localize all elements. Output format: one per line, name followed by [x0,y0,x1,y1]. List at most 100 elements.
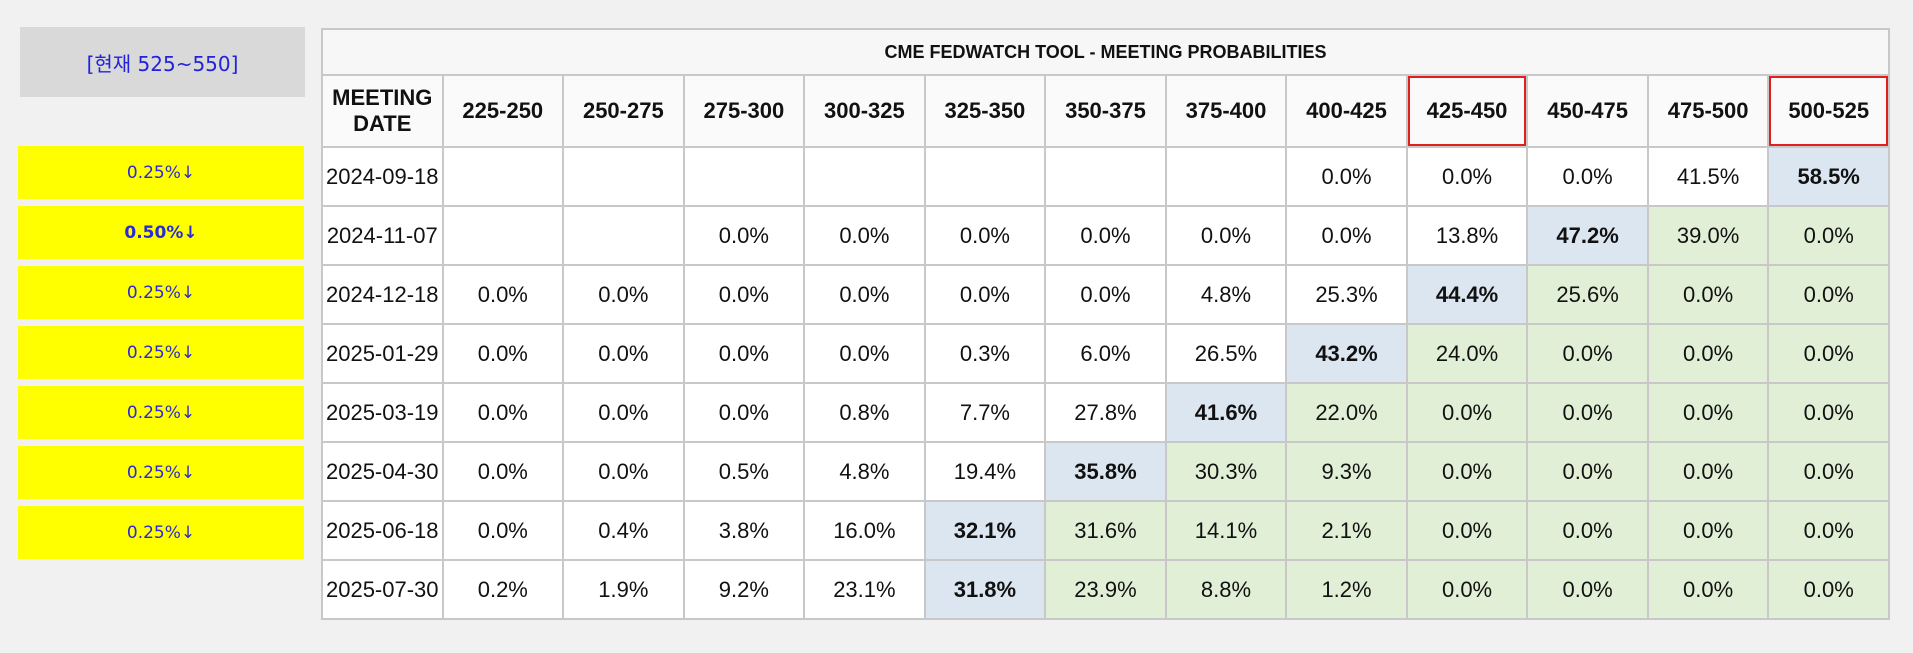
probability-cell: 0.0% [562,264,685,325]
probability-cell: 16.0% [803,500,926,561]
probability-cell: 8.8% [1164,559,1288,620]
probability-cell: 26.5% [1164,323,1288,384]
rate-change-item: 0.25%↓ [18,326,304,379]
probability-cell: 0.0% [803,205,926,266]
probability-cell [441,205,565,266]
probability-cell: 0.0% [1526,559,1649,620]
probability-cell: 19.4% [923,441,1047,502]
rate-change-item: 0.25%↓ [18,506,304,559]
probability-cell: 0.0% [1646,264,1770,325]
probability-cell: 0.0% [923,205,1047,266]
probability-cell: 47.2% [1526,205,1649,266]
probability-cell: 30.3% [1164,441,1288,502]
current-rate-label: [현재 525~550] [20,27,305,97]
table-row: 2024-12-18 0.0% 0.0% 0.0% 0.0% 0.0% 0.0% 4.8% 25… [321,264,1890,325]
probability-cell: 0.0% [1646,559,1770,620]
probability-cell: 0.0% [803,264,926,325]
probability-cell: 0.0% [1405,500,1529,561]
probability-cell: 0.0% [1646,500,1770,561]
meeting-date-cell: 2025-01-29 [321,323,444,384]
probability-cell: 31.6% [1044,500,1167,561]
probability-cell: 23.1% [803,559,926,620]
table-row: 2025-03-19 0.0% 0.0% 0.0% 0.8% 7.7% 27.8% 41.6%… [321,382,1890,443]
probability-cell: 44.4% [1405,264,1529,325]
probability-cell: 0.0% [441,500,565,561]
rate-change-column: 0.25%↓ 0.50%↓ 0.25%↓ 0.25%↓ 0.25%↓ 0.25%↓ 0.25… [18,146,304,566]
rate-change-item: 0.25%↓ [18,266,304,319]
meeting-date-cell: 2024-12-18 [321,264,444,325]
probability-cell: 31.8% [923,559,1047,620]
probability-cell: 24.0% [1405,323,1529,384]
probability-cell: 0.0% [1285,146,1408,207]
table-row: 2025-01-29 0.0% 0.0% 0.0% 0.0% 0.3% 6.0% 26.5% 4… [321,323,1890,384]
probability-cell: 0.4% [562,500,685,561]
probability-cell: 0.0% [562,441,685,502]
probability-cell: 0.2% [441,559,565,620]
rate-change-item: 0.25%↓ [18,446,304,499]
probability-cell: 13.8% [1405,205,1529,266]
range-header: 350-375 [1044,74,1167,148]
range-header: 250-275 [562,74,685,148]
range-header: 325-350 [923,74,1047,148]
probability-cell: 0.0% [682,205,806,266]
range-header: 225-250 [441,74,565,148]
range-header: 425-450 [1405,74,1529,148]
probability-cell: 25.6% [1526,264,1649,325]
probability-cell: 22.0% [1285,382,1408,443]
probability-cell: 1.2% [1285,559,1408,620]
range-header: 450-475 [1526,74,1649,148]
range-header: 400-425 [1285,74,1408,148]
range-header: 375-400 [1164,74,1288,148]
probability-cell [562,146,685,207]
meeting-date-header: MEETING DATE [321,74,444,148]
probability-cell: 0.0% [1526,500,1649,561]
probability-cell: 0.0% [441,264,565,325]
probability-cell: 0.0% [1405,441,1529,502]
probability-cell: 25.3% [1285,264,1408,325]
meeting-date-cell: 2024-11-07 [321,205,444,266]
table-row: 2025-06-18 0.0% 0.4% 3.8% 16.0% 32.1% 31.6% 14.… [321,500,1890,561]
probability-cell: 0.0% [1526,146,1649,207]
probability-cell: 0.0% [1526,441,1649,502]
range-header: 500-525 [1767,74,1890,148]
probability-cell: 0.0% [682,382,806,443]
table-row: 2024-11-07 0.0% 0.0% 0.0% 0.0% 0.0% 0.0% 13.8% 4… [321,205,1890,266]
probability-cell: 0.0% [682,264,806,325]
probability-cell: 0.0% [1164,205,1288,266]
probability-cell: 0.0% [1405,559,1529,620]
probability-cell [1044,146,1167,207]
probability-cell: 0.0% [1767,441,1890,502]
probability-cell: 0.5% [682,441,806,502]
probability-cell: 0.0% [1526,382,1649,443]
probability-cell [803,146,926,207]
rate-change-item: 0.50%↓ [18,206,304,259]
probability-cell: 0.0% [1044,264,1167,325]
probability-cell [682,146,806,207]
probability-cell: 9.2% [682,559,806,620]
probability-cell: 0.0% [562,323,685,384]
probability-cell: 23.9% [1044,559,1167,620]
probability-cell: 58.5% [1767,146,1890,207]
probability-cell: 6.0% [1044,323,1167,384]
probability-cell: 0.0% [1405,146,1529,207]
probability-cell: 0.0% [1646,382,1770,443]
rate-change-item: 0.25%↓ [18,146,304,199]
probability-cell: 0.0% [682,323,806,384]
probability-cell: 0.0% [1646,323,1770,384]
probability-cell: 4.8% [803,441,926,502]
meeting-date-cell: 2025-07-30 [321,559,444,620]
rate-change-item: 0.25%↓ [18,386,304,439]
probability-cell: 0.0% [562,382,685,443]
meeting-date-cell: 2025-06-18 [321,500,444,561]
table-body: 2024-09-18 0.0% 0.0% 0.0% 41.5% 58.5% 2024-11-… [321,146,1890,620]
meeting-date-cell: 2025-03-19 [321,382,444,443]
probability-cell: 0.0% [1044,205,1167,266]
probability-cell: 0.0% [1767,323,1890,384]
probability-cell: 41.6% [1164,382,1288,443]
probability-cell [923,146,1047,207]
probability-cell: 43.2% [1285,323,1408,384]
probability-cell: 0.0% [441,323,565,384]
probability-cell: 2.1% [1285,500,1408,561]
range-header: 300-325 [803,74,926,148]
probability-cell: 0.8% [803,382,926,443]
